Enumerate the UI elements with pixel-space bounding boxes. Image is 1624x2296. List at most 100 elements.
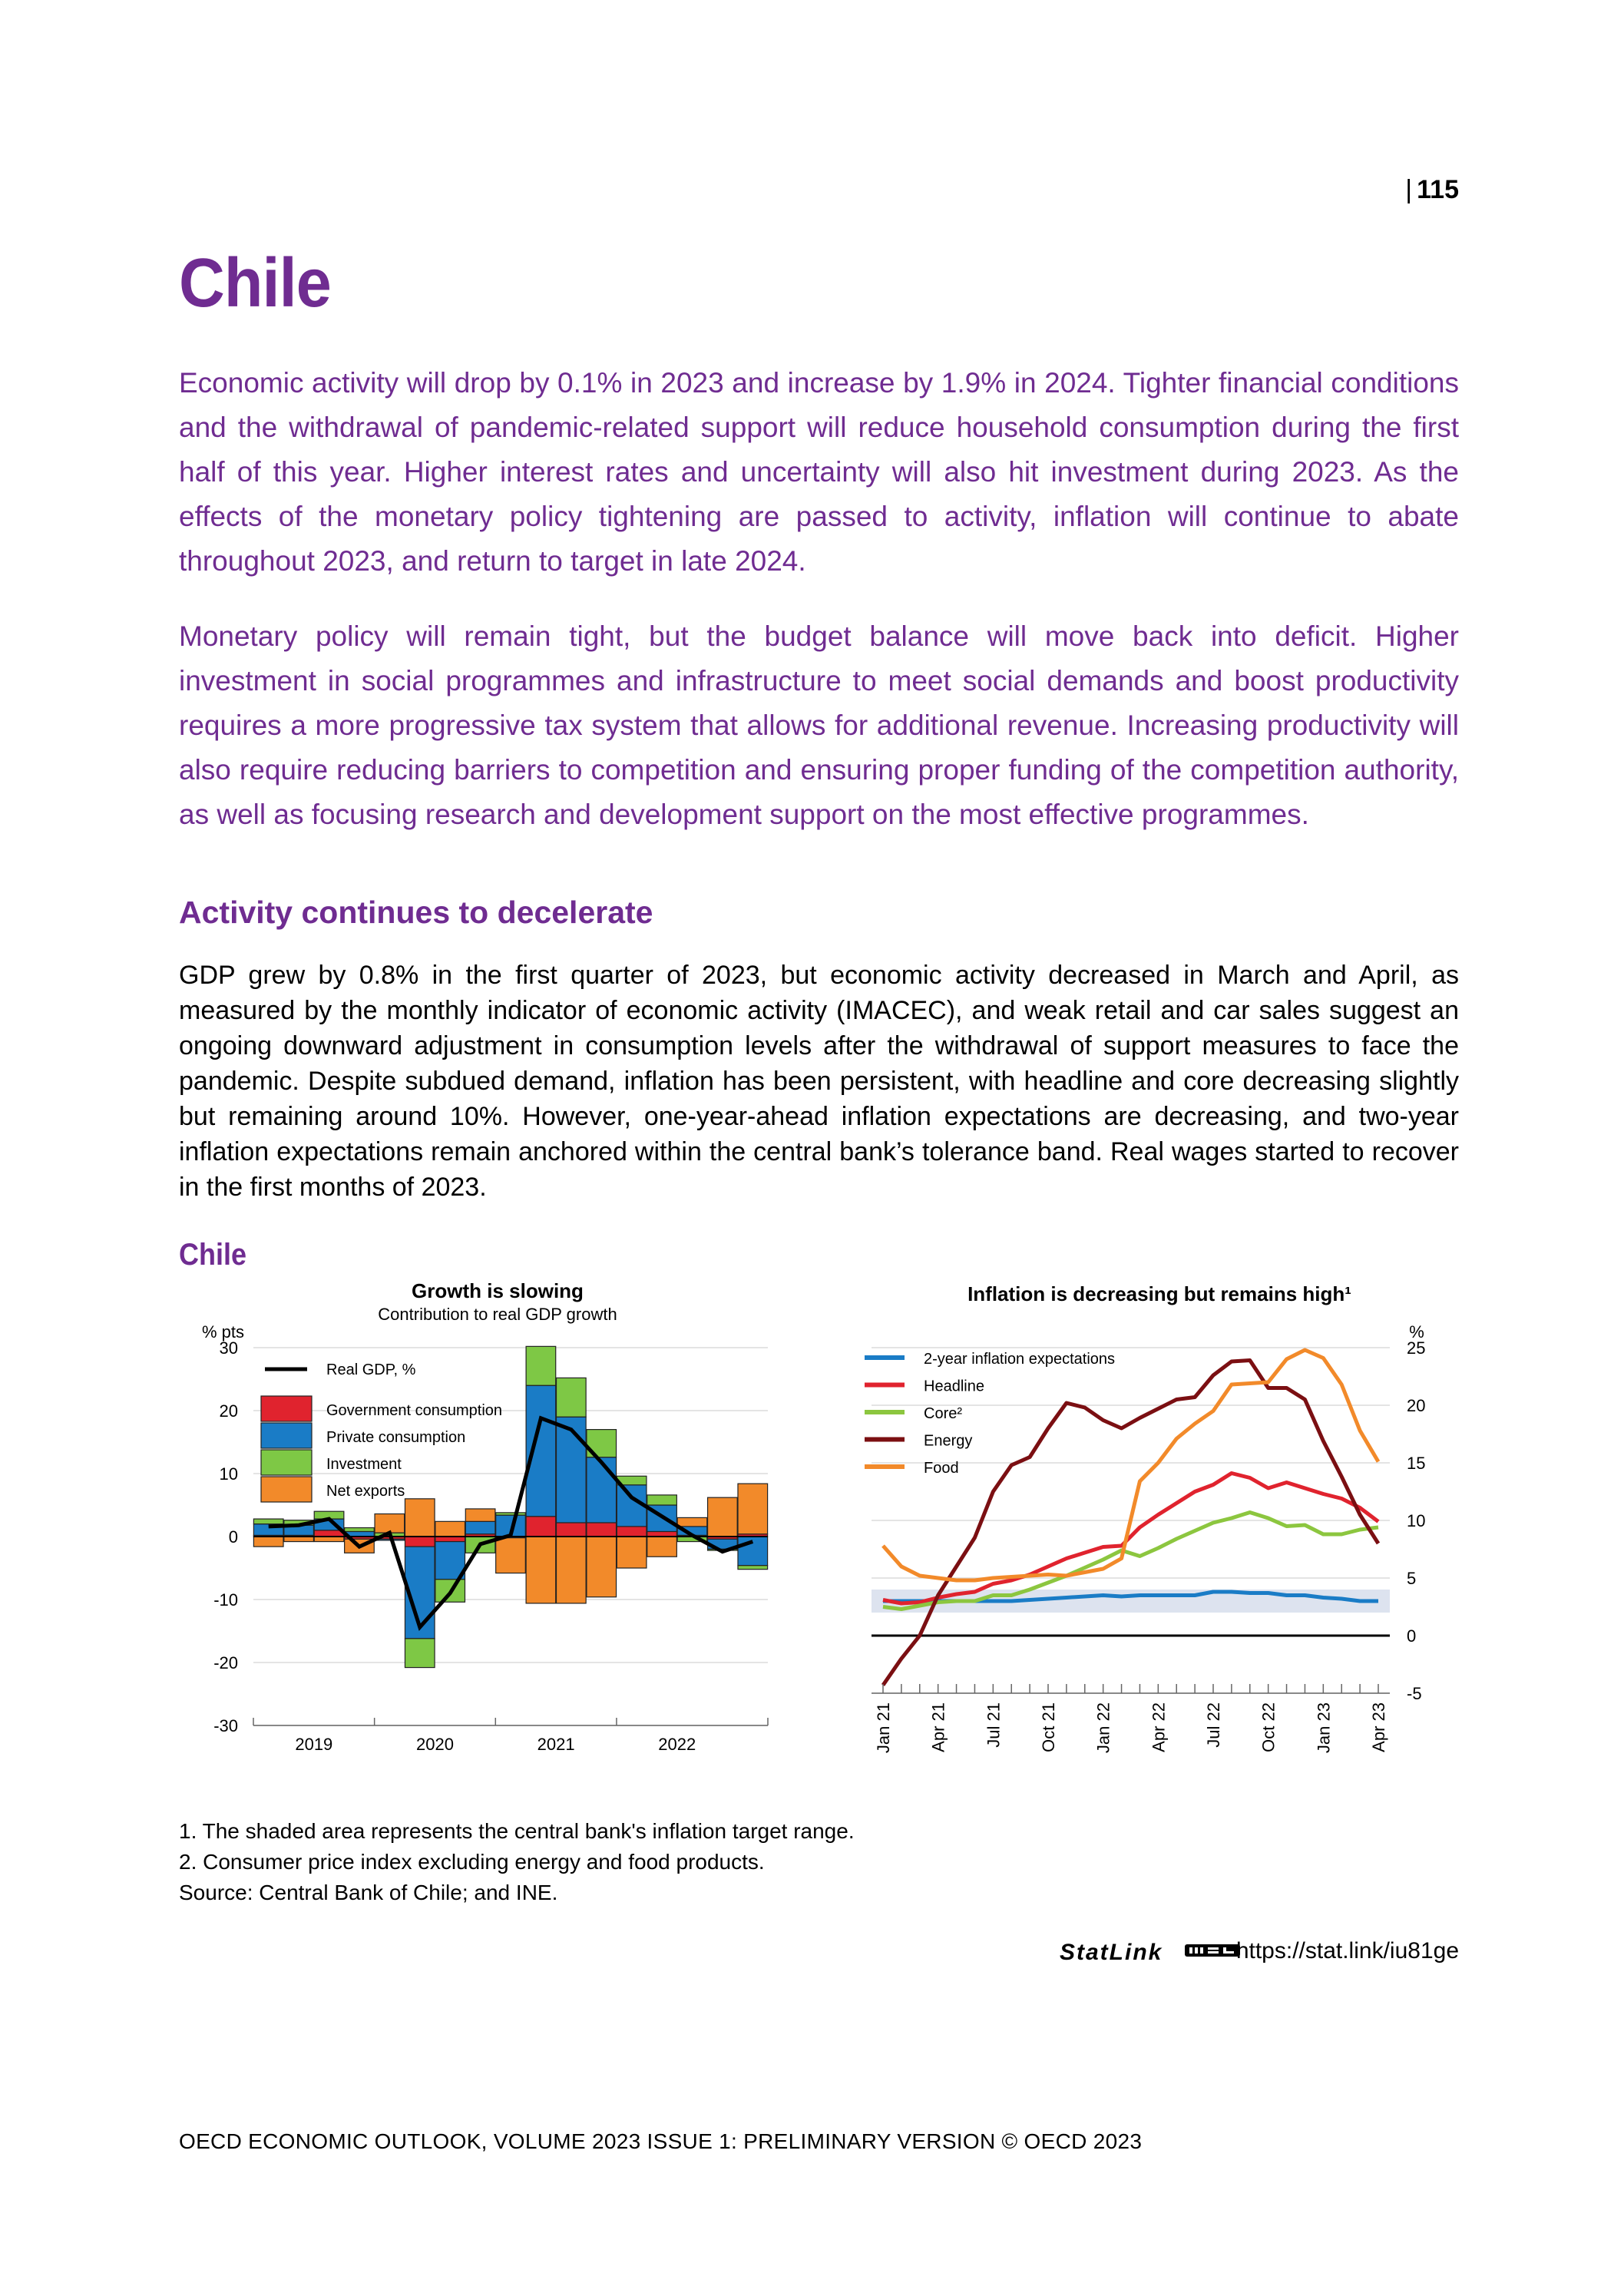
- bar-segment: [737, 1483, 769, 1535]
- y-tick-label: 0: [1407, 1626, 1416, 1646]
- y-tick-label: 25: [1407, 1338, 1425, 1358]
- series-line: [882, 1471, 1380, 1606]
- series-line: [882, 1510, 1379, 1611]
- legend-swatch: [260, 1395, 313, 1422]
- inflation-chart: Inflation is decreasing but remains high…: [865, 1282, 1425, 1753]
- legend-label: 2-year inflation expectations: [924, 1351, 1115, 1368]
- bar-segment: [616, 1536, 647, 1569]
- y-tick-label: -30: [213, 1716, 238, 1735]
- figure-notes: 1. The shaded area represents the centra…: [179, 1816, 855, 1908]
- statlink-logo-icon: [1185, 1944, 1240, 1957]
- chart-title: Growth is slowing: [412, 1279, 584, 1302]
- bar-segment: [465, 1508, 496, 1522]
- y-tick-label: 5: [1407, 1569, 1416, 1588]
- note-1: 1. The shaded area represents the centra…: [179, 1819, 855, 1843]
- legend-swatch: [260, 1449, 313, 1476]
- y-tick-label: 30: [220, 1338, 238, 1358]
- section-heading: Activity continues to decelerate: [179, 895, 653, 930]
- note-2: 2. Consumer price index excluding energy…: [179, 1850, 765, 1874]
- lead-paragraph-1: Economic activity will drop by 0.1% in 2…: [179, 367, 1459, 577]
- bar-segment: [525, 1345, 557, 1386]
- x-tick-label: Jul 22: [1204, 1702, 1223, 1748]
- x-tick-label: 2020: [416, 1735, 454, 1751]
- statlink-url[interactable]: https://stat.link/iu81ge: [1235, 1938, 1459, 1964]
- page-number: | 115: [1405, 175, 1459, 204]
- y-tick-label: 10: [220, 1464, 238, 1484]
- bar-segment: [404, 1536, 435, 1547]
- legend-label: Investment: [326, 1456, 402, 1473]
- bar-segment: [647, 1536, 677, 1557]
- bar-segment: [313, 1530, 345, 1537]
- bar-segment: [676, 1517, 708, 1527]
- y-tick-label: 0: [229, 1527, 238, 1547]
- legend-label: Net exports: [326, 1483, 405, 1500]
- legend-label: Core²: [924, 1405, 962, 1422]
- bar-segment: [737, 1536, 769, 1567]
- x-tick-label: Jul 21: [984, 1702, 1003, 1748]
- page-footer: OECD ECONOMIC OUTLOOK, VOLUME 2023 ISSUE…: [179, 2129, 1143, 2153]
- bar-segment: [555, 1416, 587, 1523]
- bar-segment: [555, 1377, 587, 1418]
- bar-segment: [647, 1494, 677, 1506]
- bar-segment: [586, 1536, 617, 1598]
- y-tick-label: 15: [1407, 1454, 1425, 1473]
- y-tick-label: -20: [213, 1653, 238, 1672]
- y-tick-label: -10: [213, 1590, 238, 1610]
- bar-segment: [404, 1638, 435, 1669]
- x-tick-label: Apr 22: [1149, 1702, 1168, 1752]
- x-tick-label: Apr 21: [929, 1702, 948, 1752]
- figure-title: Chile: [179, 1238, 247, 1272]
- legend-label: Headline: [924, 1378, 984, 1395]
- x-tick-label: Oct 21: [1039, 1702, 1058, 1752]
- bar-segment: [706, 1497, 738, 1537]
- legend-swatch: [260, 1476, 313, 1503]
- x-tick-label: Jan 23: [1314, 1702, 1333, 1753]
- real-gdp-line: [268, 1415, 754, 1632]
- y-tick-label: 10: [1407, 1511, 1425, 1530]
- legend-label: Private consumption: [326, 1429, 465, 1446]
- bar-segment: [525, 1536, 557, 1604]
- bar-segment: [495, 1537, 526, 1574]
- y-tick-label: 20: [220, 1401, 238, 1421]
- bar-segment: [495, 1512, 526, 1516]
- legend-label: Government consumption: [326, 1402, 502, 1419]
- x-tick-label: Jan 21: [874, 1702, 893, 1753]
- country-title: Chile: [179, 245, 332, 322]
- growth-chart: Growth is slowing Contribution to real G…: [202, 1279, 769, 1751]
- legend-label: Food: [924, 1460, 959, 1477]
- y-tick-label: -5: [1407, 1684, 1422, 1703]
- x-tick-label: Jan 22: [1094, 1702, 1113, 1753]
- bar-segment: [555, 1522, 587, 1537]
- bar-segment: [435, 1520, 466, 1537]
- source-note: Source: Central Bank of Chile; and INE.: [179, 1881, 558, 1904]
- x-tick-label: 2019: [295, 1735, 332, 1751]
- y-axis-label: % pts: [202, 1322, 244, 1342]
- bar-segment: [344, 1527, 375, 1533]
- legend-label: Energy: [924, 1433, 972, 1450]
- legend-label: Real GDP, %: [326, 1361, 416, 1378]
- x-tick-label: Apr 23: [1369, 1702, 1388, 1752]
- bar-segment: [404, 1498, 435, 1537]
- bar-segment: [586, 1457, 617, 1523]
- statlink-label: StatLink: [1060, 1940, 1163, 1965]
- bar-segment: [616, 1526, 647, 1537]
- x-tick-label: Oct 22: [1259, 1702, 1278, 1752]
- series-line: [881, 1348, 1381, 1583]
- y-axis-label: %: [1409, 1322, 1424, 1342]
- bar-segment: [374, 1513, 405, 1533]
- series-line: [881, 1358, 1381, 1686]
- bar-segment: [555, 1536, 587, 1604]
- bar-segment: [737, 1565, 769, 1570]
- bar-segment: [253, 1536, 284, 1547]
- body-paragraph: GDP grew by 0.8% in the first quarter of…: [179, 961, 1459, 1202]
- legend-swatch: [260, 1422, 313, 1449]
- statlink[interactable]: StatLink https://stat.link/iu81ge: [1060, 1937, 1459, 1967]
- bar-segment: [253, 1518, 284, 1525]
- bar-segment: [465, 1520, 496, 1535]
- lead-paragraph-2: Monetary policy will remain tight, but t…: [179, 620, 1459, 830]
- bar-segment: [525, 1516, 557, 1537]
- chart-title: Inflation is decreasing but remains high…: [967, 1282, 1351, 1305]
- x-tick-label: 2022: [658, 1735, 696, 1751]
- bar-segment: [586, 1522, 617, 1537]
- x-tick-label: 2021: [537, 1735, 575, 1751]
